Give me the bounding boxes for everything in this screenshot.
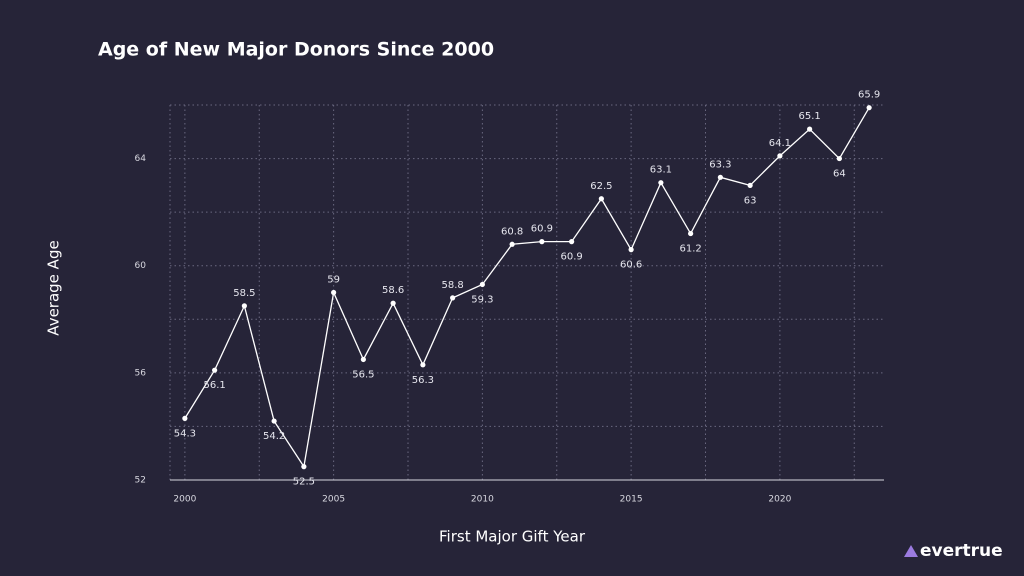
data-point — [271, 418, 277, 424]
data-label: 56.5 — [352, 369, 374, 380]
data-point — [777, 153, 783, 159]
x-tick-label: 2020 — [768, 495, 791, 505]
y-axis-label: Average Age — [45, 240, 63, 335]
data-point — [539, 239, 545, 245]
data-label: 54.2 — [263, 431, 285, 442]
data-line — [184, 107, 870, 469]
data-label: 64.1 — [769, 138, 791, 149]
data-label: 52.5 — [293, 477, 315, 488]
data-label: 65.1 — [798, 111, 820, 122]
data-label: 54.3 — [174, 428, 196, 439]
data-point — [182, 415, 188, 421]
data-point — [301, 464, 307, 470]
x-tick-label: 2005 — [322, 495, 345, 505]
data-label: 65.9 — [858, 90, 880, 101]
brand-name: evertrue — [920, 541, 1003, 561]
data-point — [569, 239, 575, 245]
data-point — [331, 289, 337, 296]
y-tick-label: 52 — [135, 476, 146, 486]
data-label: 56.3 — [412, 375, 434, 386]
data-point — [807, 126, 813, 132]
data-label: 61.2 — [679, 244, 701, 255]
data-point — [598, 196, 604, 202]
data-point — [479, 281, 485, 288]
data-point — [628, 247, 634, 253]
data-point — [717, 174, 723, 180]
data-point — [241, 303, 247, 309]
data-label: 63.3 — [709, 159, 731, 170]
data-label: 60.9 — [560, 252, 582, 263]
brand-logo — [904, 545, 918, 557]
data-label: 63.1 — [650, 165, 672, 176]
data-label: 59.3 — [471, 294, 493, 305]
x-axis-label: First Major Gift Year — [439, 528, 586, 546]
data-label: 62.5 — [590, 181, 612, 192]
y-tick-label: 60 — [135, 261, 147, 271]
data-point — [212, 367, 218, 373]
data-point — [658, 180, 664, 186]
data-point — [836, 155, 842, 162]
y-tick-label: 56 — [135, 368, 147, 378]
data-point — [509, 241, 515, 247]
chart-title: Age of New Major Donors Since 2000 — [98, 39, 494, 61]
data-label: 64 — [833, 169, 846, 180]
x-tick-label: 2015 — [620, 495, 643, 505]
data-label: 60.6 — [620, 260, 642, 271]
data-point — [747, 182, 753, 188]
data-label: 56.1 — [203, 380, 225, 391]
data-label: 60.8 — [501, 226, 523, 237]
data-point — [450, 295, 456, 301]
data-label: 59 — [327, 275, 340, 286]
data-point — [866, 105, 872, 111]
x-tick-label: 2010 — [471, 495, 494, 505]
data-label: 58.8 — [441, 280, 463, 291]
x-tick-label: 2000 — [173, 495, 196, 505]
data-label: 60.9 — [531, 224, 553, 235]
data-label: 58.6 — [382, 285, 404, 296]
data-point — [688, 230, 694, 237]
y-tick-label: 64 — [135, 154, 147, 164]
data-label: 63 — [744, 195, 757, 206]
data-point — [420, 362, 426, 368]
data-label: 58.5 — [233, 288, 255, 299]
data-point — [360, 356, 366, 363]
data-point — [390, 300, 396, 306]
